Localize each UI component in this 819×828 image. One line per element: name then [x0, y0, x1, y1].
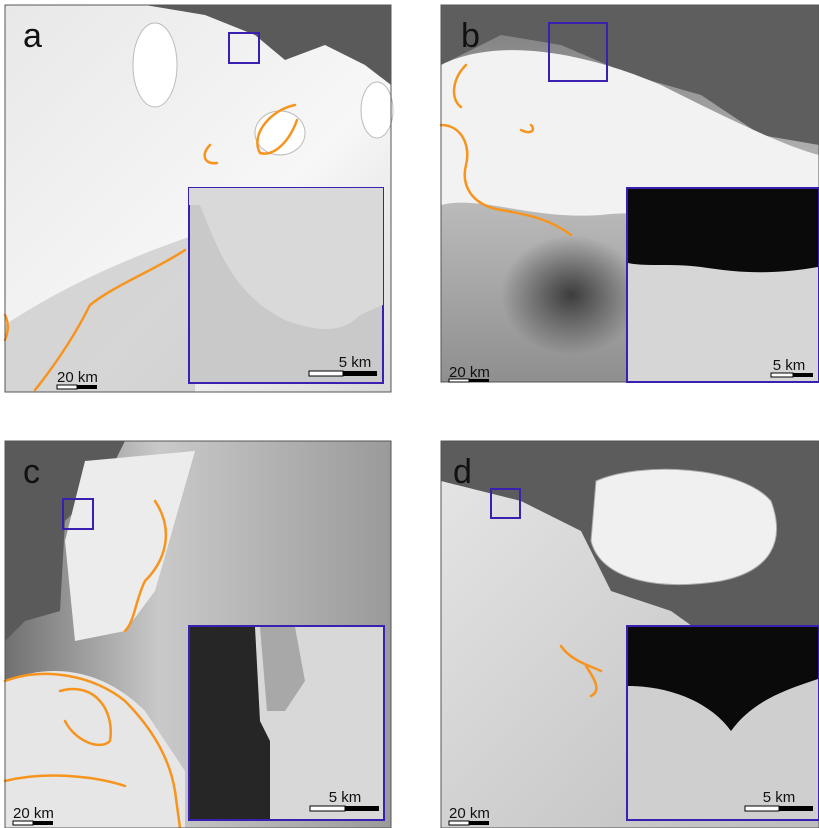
- panel-d: d 20 km 5 km: [441, 441, 819, 828]
- scale-label: 20 km: [449, 805, 490, 822]
- panel-label: a: [23, 17, 42, 55]
- inset-scale-label: 5 km: [329, 789, 362, 806]
- panel-label: c: [23, 453, 40, 491]
- scale-label: 20 km: [449, 364, 490, 381]
- panel-label: d: [453, 453, 472, 491]
- inset-scale-label: 5 km: [773, 357, 806, 374]
- inset-scale-label: 5 km: [339, 354, 372, 371]
- panel-a: a 20 km 5 km: [5, 5, 393, 392]
- panel-b: b 20 km 5 km: [441, 5, 819, 382]
- scale-label: 20 km: [57, 369, 98, 386]
- panel-c: c 20 km 5 km: [5, 441, 391, 828]
- panel-label: b: [461, 17, 480, 55]
- inset-scale-label: 5 km: [763, 789, 796, 806]
- scale-label: 20 km: [13, 805, 54, 822]
- figure: a 20 km 5 km b 20 km 5 km c 20 km 5 km d…: [0, 0, 819, 828]
